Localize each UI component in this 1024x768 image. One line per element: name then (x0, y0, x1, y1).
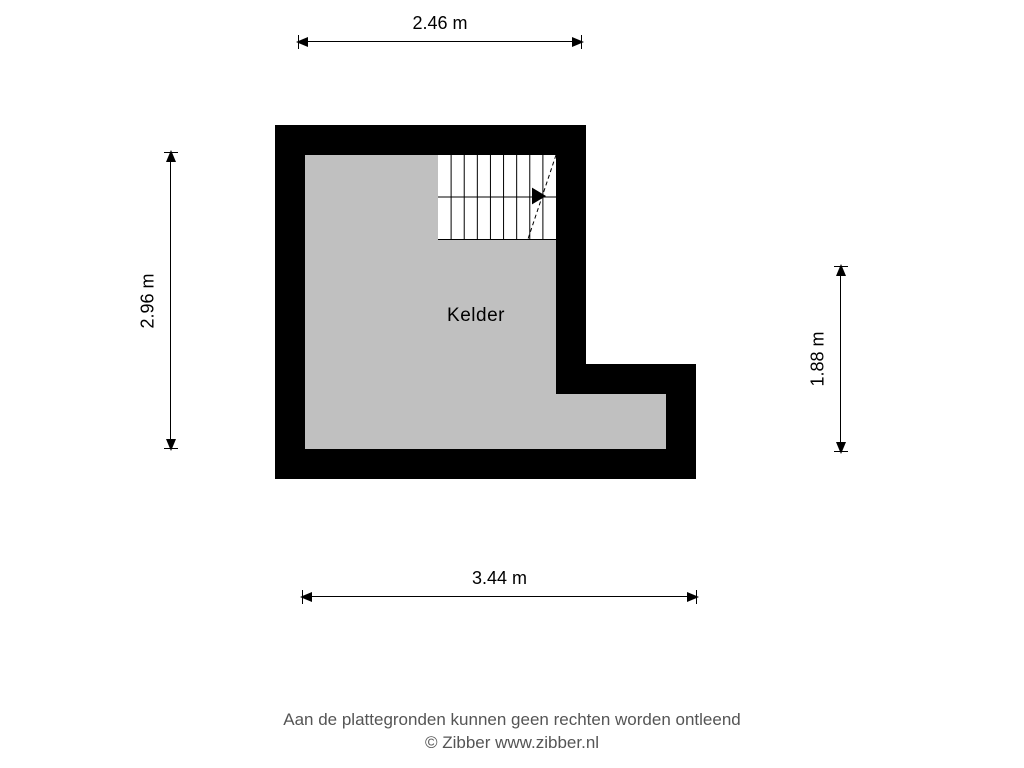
dim-tick (834, 266, 848, 267)
dim-tick (696, 590, 697, 604)
footer-line2: © Zibber www.zibber.nl (0, 732, 1024, 755)
room-label-kelder: Kelder (447, 305, 505, 327)
dim-tick (834, 451, 848, 452)
dim-tick (581, 35, 582, 49)
arrow-right-icon (572, 37, 584, 47)
arrow-down-icon (836, 442, 846, 454)
dimension-right (840, 266, 841, 452)
dim-tick (302, 590, 303, 604)
dimension-bottom: 3.44 m (302, 596, 697, 597)
dim-tick (164, 152, 178, 153)
arrow-right-icon (687, 592, 699, 602)
floorplan-canvas: Kelder 2.46 m 3.44 m 2.96 m 1.88 m Aan d… (0, 0, 1024, 768)
dimension-top-label: 2.46 m (412, 13, 467, 38)
dim-tick (164, 448, 178, 449)
dimension-left (170, 152, 171, 449)
footer-disclaimer: Aan de plattegronden kunnen geen rechten… (0, 709, 1024, 755)
footer-line1: Aan de plattegronden kunnen geen rechten… (0, 709, 1024, 732)
dimension-top: 2.46 m (298, 41, 582, 42)
stairs (438, 155, 556, 240)
plan-shape (0, 0, 1024, 768)
dim-tick (298, 35, 299, 49)
stairs-overlay (438, 155, 556, 239)
dimension-right-label: 1.88 m (808, 331, 829, 386)
dimension-left-label: 2.96 m (138, 273, 159, 328)
arrow-down-icon (166, 439, 176, 451)
dimension-bottom-label: 3.44 m (472, 568, 527, 593)
